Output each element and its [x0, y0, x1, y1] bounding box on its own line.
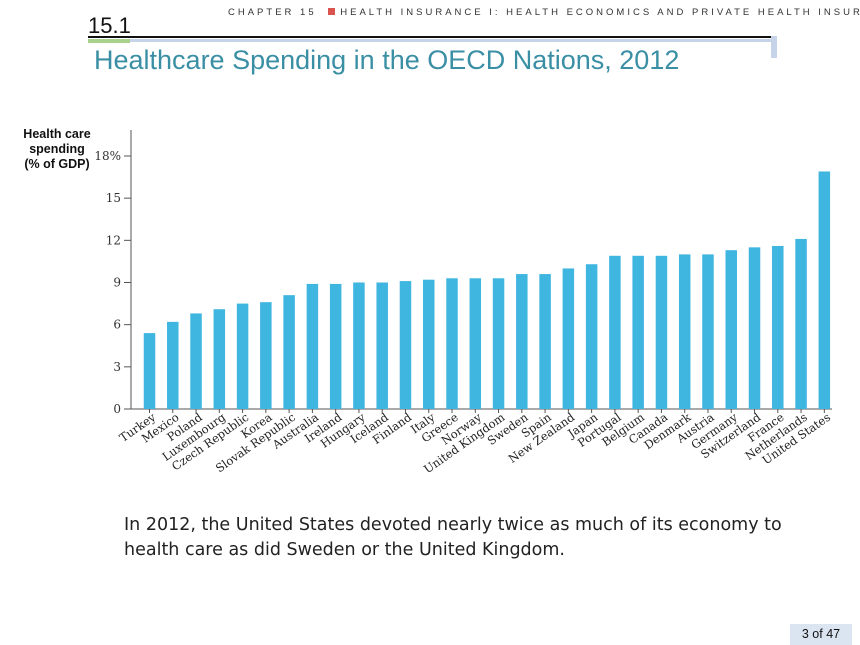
bar — [469, 278, 482, 409]
bar — [632, 255, 644, 409]
bar — [213, 309, 226, 409]
y-tick-label: 12 — [106, 233, 121, 247]
chapter-subtitle: HEALTH INSURANCE I: HEALTH ECONOMICS AND… — [340, 7, 860, 18]
y-tick-label: 0 — [113, 402, 121, 416]
bar — [492, 278, 505, 409]
y-axis-label-line: spending — [29, 142, 85, 156]
bars — [143, 171, 831, 409]
bar — [283, 295, 295, 409]
slide-title: Healthcare Spending in the OECD Nations,… — [94, 45, 680, 75]
bar — [260, 302, 272, 409]
y-tick-label: 6 — [113, 318, 121, 332]
page-indicator: 3 of 47 — [790, 624, 852, 645]
bar — [306, 283, 319, 409]
header-rule — [88, 36, 775, 38]
chapter-prefix: CHAPTER 15 — [228, 7, 317, 18]
bar — [795, 238, 807, 409]
bar — [702, 254, 714, 409]
bar — [376, 282, 388, 409]
header-accent-rule — [130, 39, 775, 42]
bar — [190, 313, 202, 409]
bar — [353, 282, 365, 409]
bar — [678, 254, 691, 409]
bar — [399, 281, 412, 409]
section-number: 15.1 — [88, 13, 131, 38]
bar — [446, 278, 458, 409]
y-axis-label-line: Health care — [23, 127, 90, 141]
bar — [539, 274, 551, 409]
y-tick-labels: 0 3 6 9 12 15 18% — [94, 149, 131, 416]
bar — [516, 274, 528, 409]
bar — [772, 245, 784, 409]
bar — [655, 255, 668, 409]
bar — [585, 264, 598, 409]
bar — [609, 255, 621, 409]
header-rule-end — [771, 36, 777, 58]
y-tick-label: 15 — [106, 191, 121, 205]
bullet-square-icon — [328, 8, 336, 16]
bar — [167, 321, 179, 409]
chapter-header: CHAPTER 15 HEALTH INSURANCE I: HEALTH EC… — [228, 7, 860, 18]
bar — [422, 279, 435, 409]
y-tick-label: 9 — [113, 276, 121, 290]
caption: In 2012, the United States devoted nearl… — [124, 515, 782, 560]
bar — [329, 283, 342, 409]
y-tick-label: 18% — [94, 149, 121, 163]
bar — [236, 303, 249, 409]
y-axis-label-line: (% of GDP) — [24, 157, 89, 171]
bar — [143, 333, 156, 409]
bar — [725, 250, 737, 409]
bar — [748, 247, 761, 409]
section-underline — [88, 39, 130, 43]
y-tick-label: 3 — [113, 360, 121, 374]
bar — [562, 268, 575, 409]
bar — [818, 171, 831, 409]
